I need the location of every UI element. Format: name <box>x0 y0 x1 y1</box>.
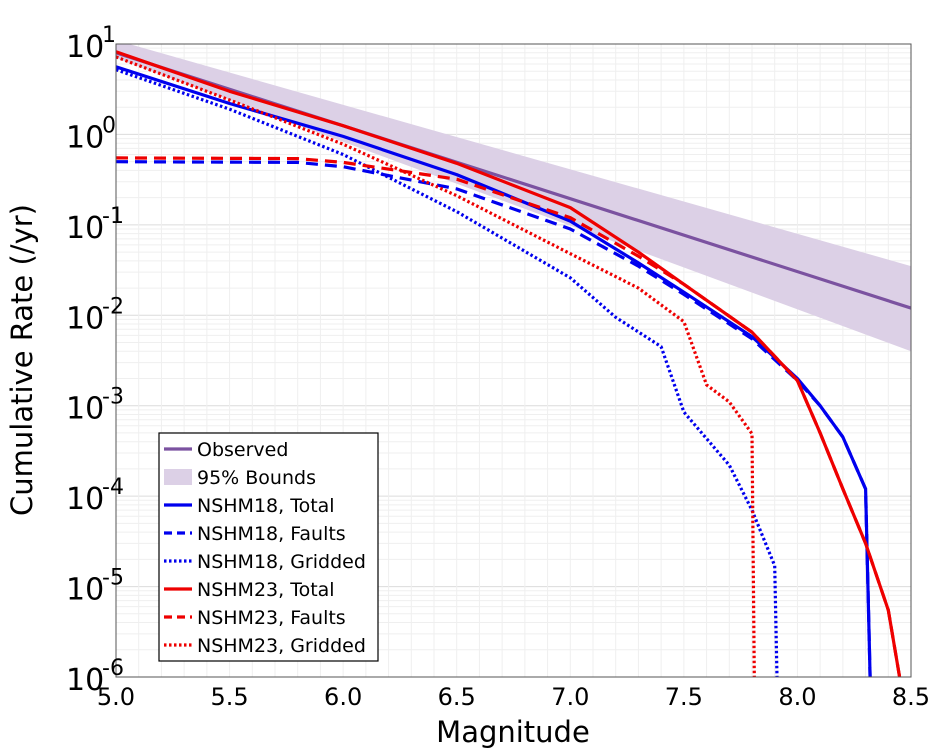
x-tick-label: 7.5 <box>665 683 703 711</box>
series-line-nshm23-gridded <box>116 55 756 677</box>
y-tick-label: 10-5 <box>66 566 124 608</box>
x-tick-label: 5.5 <box>210 683 248 711</box>
x-tick-label: 6.5 <box>438 683 476 711</box>
x-axis-title: Magnitude <box>436 715 590 749</box>
y-tick-label: 10-3 <box>66 385 124 427</box>
legend-entry: NSHM23, Total <box>164 579 335 601</box>
legend-entry: 95% Bounds <box>164 467 316 489</box>
y-tick-label: 100 <box>66 113 116 155</box>
series-line-observed <box>116 51 911 310</box>
y-tick-exponent: -6 <box>102 656 124 681</box>
plot-frame <box>115 43 912 678</box>
series-line-nshm18-faults <box>116 160 872 677</box>
y-tick-label: 10-4 <box>66 475 124 517</box>
legend-entry: NSHM23, Gridded <box>164 635 366 657</box>
y-tick-base: 10 <box>66 482 104 517</box>
series-line-nshm18-gridded <box>116 68 779 677</box>
legend-entry: NSHM18, Gridded <box>164 551 366 573</box>
legend-label: NSHM18, Total <box>197 495 335 517</box>
legend: Observed 95% Bounds NSHM18, Total NSHM18, F… <box>158 432 379 662</box>
x-tick-label: 8.5 <box>892 683 930 711</box>
y-tick-base: 10 <box>66 301 104 336</box>
y-tick-label: 10-6 <box>66 656 124 698</box>
x-tick-label: 7.0 <box>551 683 589 711</box>
x-axis-ticks: 5.0 5.5 6.0 6.5 7.0 7.5 8.0 8.5 <box>97 683 930 711</box>
legend-label: 95% Bounds <box>197 467 316 489</box>
x-tick-label: 8.0 <box>778 683 816 711</box>
y-tick-exponent: -1 <box>102 204 124 229</box>
y-tick-exponent: -5 <box>102 566 124 591</box>
x-tick-label: 5.0 <box>97 683 135 711</box>
legend-entry: NSHM18, Total <box>164 495 335 517</box>
series-lines <box>116 50 911 677</box>
series-line-nshm23-faults <box>116 156 902 677</box>
legend-entry: NSHM23, Faults <box>164 607 346 629</box>
x-tick-label: 6.0 <box>324 683 362 711</box>
legend-label: NSHM23, Total <box>197 579 335 601</box>
y-axis-title: Cumulative Rate (/yr) <box>5 204 39 516</box>
y-tick-base: 10 <box>66 120 104 155</box>
legend-label: NSHM18, Gridded <box>197 551 366 573</box>
y-tick-base: 10 <box>66 392 104 427</box>
legend-label: Observed <box>197 439 288 461</box>
legend-label: NSHM18, Faults <box>197 523 346 545</box>
y-tick-exponent: -4 <box>102 475 124 500</box>
y-tick-exponent: -2 <box>102 294 124 319</box>
legend-label: NSHM23, Gridded <box>197 635 366 657</box>
y-tick-base: 10 <box>66 30 104 65</box>
legend-swatch <box>164 469 192 485</box>
legend-box <box>158 432 379 662</box>
y-tick-exponent: 0 <box>102 113 116 138</box>
legend-entry: Observed <box>164 439 288 461</box>
y-tick-label: 101 <box>66 23 116 65</box>
y-tick-label: 10-1 <box>66 204 124 246</box>
y-tick-label: 10-2 <box>66 294 124 336</box>
y-tick-base: 10 <box>66 663 104 698</box>
y-tick-base: 10 <box>66 211 104 246</box>
legend-entry: NSHM18, Faults <box>164 523 346 545</box>
legend-label: NSHM23, Faults <box>197 607 346 629</box>
series-line-nshm18-total <box>116 65 872 677</box>
y-tick-exponent: 1 <box>102 23 116 48</box>
y-tick-base: 10 <box>66 573 104 608</box>
y-tick-exponent: -3 <box>102 385 124 410</box>
